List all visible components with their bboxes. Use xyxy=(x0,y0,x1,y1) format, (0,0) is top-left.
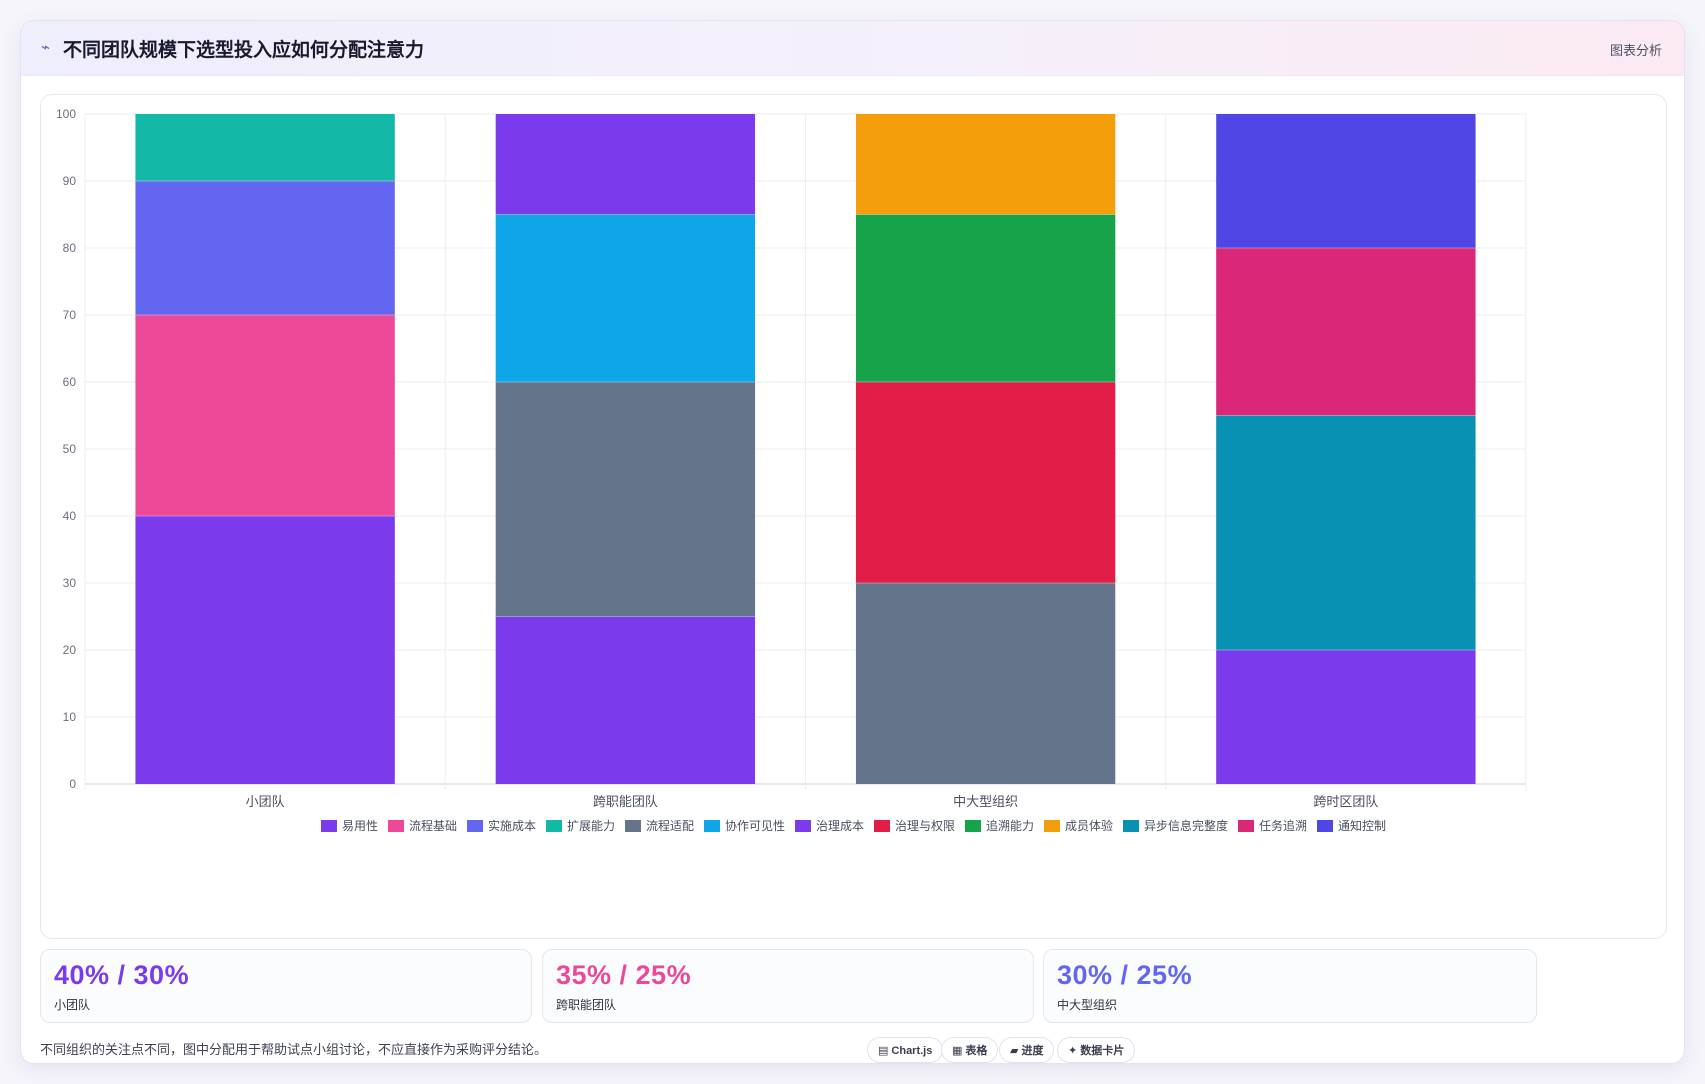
y-tick-label: 30 xyxy=(63,576,77,590)
legend-label: 成员体验 xyxy=(1065,818,1113,833)
bar-segment xyxy=(1216,248,1476,416)
stat-label: 跨职能团队 xyxy=(556,998,617,1012)
bar-segment xyxy=(135,181,395,315)
legend-label: 流程适配 xyxy=(646,818,694,833)
chip-progress[interactable]: ▰ 进度 xyxy=(999,1037,1055,1063)
legend-swatch xyxy=(1044,820,1060,832)
card-header: ⌁ 不同团队规模下选型投入应如何分配注意力 图表分析 xyxy=(21,21,1684,76)
analysis-card: ⌁ 不同团队规模下选型投入应如何分配注意力 图表分析 0 10 20 30 40 50 60… xyxy=(20,20,1685,1064)
x-tick-label: 中大型组织 xyxy=(953,794,1018,809)
x-tick-label: 跨职能团队 xyxy=(593,794,658,809)
bar-segment xyxy=(495,616,756,784)
chip-label: 表格 xyxy=(965,1045,988,1057)
chip-label: Chart.js xyxy=(891,1045,933,1057)
chip-data-card[interactable]: ✦ 数据卡片 xyxy=(1057,1037,1136,1063)
chip-label: 数据卡片 xyxy=(1080,1045,1125,1057)
bar-segment xyxy=(1216,650,1476,784)
legend-swatch xyxy=(874,820,890,832)
legend-swatch xyxy=(388,820,404,832)
y-tick-label: 50 xyxy=(63,442,77,456)
legend-swatch xyxy=(704,820,720,832)
y-tick-label: 90 xyxy=(63,174,77,188)
y-tick-label: 40 xyxy=(63,509,77,523)
stat-card-large-org: 30% / 25% 中大型组织 xyxy=(1043,949,1537,1023)
legend-swatch xyxy=(795,820,811,832)
x-tick-label: 跨时区团队 xyxy=(1313,794,1378,809)
chart-icon: ▤ xyxy=(878,1045,889,1057)
bar-segment xyxy=(855,583,1116,784)
y-tick-label: 70 xyxy=(63,308,77,322)
legend-swatch xyxy=(1123,820,1139,832)
bar-segment xyxy=(495,114,756,215)
legend-label: 实施成本 xyxy=(488,818,536,833)
legend-swatch xyxy=(467,820,483,832)
legend-label: 流程基础 xyxy=(409,818,457,833)
bar-segment xyxy=(135,114,395,181)
legend-swatch xyxy=(546,820,562,832)
bar-segment xyxy=(495,382,756,617)
legend-label: 协作可见性 xyxy=(725,818,785,833)
table-icon: ▦ xyxy=(952,1045,963,1057)
stat-value: 40% / 30% xyxy=(54,960,190,990)
legend-swatch xyxy=(965,820,981,832)
chip-table[interactable]: ▦ 表格 xyxy=(941,1037,999,1063)
wave-icon: ⌁ xyxy=(41,39,51,56)
stat-label: 小团队 xyxy=(54,998,91,1012)
chip-label: 进度 xyxy=(1021,1045,1044,1057)
stat-value: 30% / 25% xyxy=(1057,960,1193,990)
legend-label: 任务追溯 xyxy=(1259,818,1307,833)
legend-label: 通知控制 xyxy=(1338,819,1386,833)
legend-label: 易用性 xyxy=(342,819,378,833)
y-tick-label: 20 xyxy=(63,643,77,657)
footnote: 不同组织的关注点不同，图中分配用于帮助试点小组讨论，不应直接作为采购评分结论。 xyxy=(40,1042,548,1057)
legend-swatch xyxy=(1238,820,1254,832)
stat-card-small-team: 40% / 30% 小团队 xyxy=(40,949,532,1023)
y-tick-label: 60 xyxy=(63,375,77,389)
progress-icon: ▰ xyxy=(1010,1045,1019,1057)
legend-label: 扩展能力 xyxy=(567,819,615,833)
bar-segment xyxy=(1216,415,1476,650)
bar-segment xyxy=(855,382,1116,583)
legend-swatch xyxy=(625,820,641,832)
stacked-bar-chart: 0 10 20 30 40 50 60 70 80 90 100 小团队 跨职能团队 中大型组织 跨时区团队… xyxy=(56,107,1527,833)
stat-label: 中大型组织 xyxy=(1057,998,1118,1012)
legend-label: 治理成本 xyxy=(816,819,864,833)
legend-swatch xyxy=(321,820,337,832)
x-tick-label: 小团队 xyxy=(246,794,285,809)
bar-segment xyxy=(855,214,1116,382)
y-tick-label: 100 xyxy=(56,107,76,121)
sparkle-icon: ✦ xyxy=(1068,1045,1078,1057)
page-title: 不同团队规模下选型投入应如何分配注意力 xyxy=(63,40,425,61)
stat-card-cross-functional: 35% / 25% 跨职能团队 xyxy=(542,949,1034,1023)
bar-segment xyxy=(135,315,395,516)
legend-label: 追溯能力 xyxy=(986,818,1034,833)
legend-label: 异步信息完整度 xyxy=(1144,818,1228,833)
legend-swatch xyxy=(1317,820,1333,832)
legend-label: 治理与权限 xyxy=(895,819,955,833)
bar-segment xyxy=(1216,114,1476,248)
y-tick-label: 80 xyxy=(63,241,77,255)
bar-segment xyxy=(855,114,1116,215)
chart-panel: 0 10 20 30 40 50 60 70 80 90 100 小团队 跨职能团队 中大型组织 跨时区团队… xyxy=(40,94,1667,939)
stat-value: 35% / 25% xyxy=(556,960,692,990)
bar-segment xyxy=(135,516,395,784)
y-tick-label: 0 xyxy=(69,777,76,791)
chip-chartjs[interactable]: ▤ Chart.js xyxy=(867,1037,944,1063)
header-tag: 图表分析 xyxy=(1609,43,1662,58)
y-tick-label: 10 xyxy=(63,710,77,724)
bar-segment xyxy=(495,214,756,382)
